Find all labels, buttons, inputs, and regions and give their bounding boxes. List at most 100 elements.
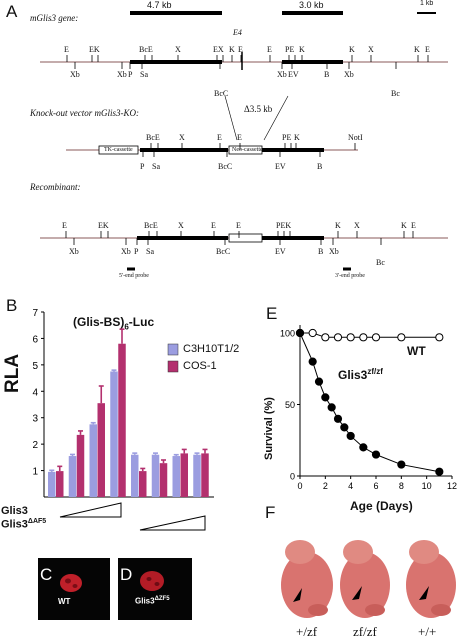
bar bbox=[159, 463, 168, 497]
site-label: E bbox=[267, 45, 272, 54]
mutant-point bbox=[295, 328, 305, 338]
site-label: EX bbox=[213, 45, 224, 54]
site-label: PE bbox=[285, 45, 295, 54]
bar bbox=[76, 434, 85, 497]
exon-e4-label: E4 bbox=[233, 28, 242, 37]
neo-cassette-label: Neo-cassette bbox=[232, 147, 263, 153]
site-label: X bbox=[179, 133, 185, 142]
panel-f-letter: F bbox=[265, 503, 276, 522]
y-tick-label: 4 bbox=[32, 387, 38, 398]
site-label: EV bbox=[288, 70, 299, 79]
dose-triangle-glis3 bbox=[59, 502, 122, 518]
wt-point bbox=[359, 333, 368, 342]
x-tick-label: 6 bbox=[373, 481, 378, 491]
site-label: K bbox=[299, 45, 305, 54]
tk-cassette-box bbox=[98, 145, 139, 155]
mutant-point bbox=[333, 414, 343, 423]
site-label: K bbox=[414, 45, 420, 54]
wt-point bbox=[321, 333, 330, 342]
site-label: EK bbox=[98, 221, 109, 230]
site-label: B bbox=[324, 70, 330, 79]
legend-swatch bbox=[167, 343, 179, 356]
bar bbox=[172, 456, 180, 497]
site-label: B bbox=[317, 162, 323, 171]
recombinant-label: Recombinant: bbox=[30, 182, 81, 192]
site-label: Xb bbox=[277, 70, 287, 79]
site-label: NotI bbox=[348, 133, 363, 142]
mutant-point bbox=[314, 377, 324, 386]
site-label: B bbox=[318, 247, 324, 256]
probe-5-label: 5'-end probe bbox=[119, 273, 149, 279]
site-label: P bbox=[134, 247, 139, 256]
site-label: Xb bbox=[69, 247, 79, 256]
site-label: K bbox=[401, 221, 407, 230]
gene-sites-above bbox=[66, 55, 429, 62]
site-label: Bc bbox=[376, 258, 385, 267]
site-label: E bbox=[411, 221, 416, 230]
pup-wild-type bbox=[406, 540, 456, 618]
legend-label-cos: COS-1 bbox=[183, 360, 217, 372]
neo-cassette-box bbox=[228, 145, 263, 155]
site-label: K bbox=[294, 133, 300, 142]
scale-label-3-0kb: 3.0 kb bbox=[299, 0, 324, 10]
site-label: Bc bbox=[391, 89, 400, 98]
wt-point bbox=[435, 333, 444, 342]
chart-e-xlabel: Age (Days) bbox=[350, 499, 413, 513]
x-tick-label: 4 bbox=[348, 481, 353, 491]
bar bbox=[97, 403, 105, 497]
genotype-label: +/+ bbox=[418, 624, 437, 639]
mutant-point bbox=[371, 450, 381, 459]
y-tick-label: 100 bbox=[280, 329, 295, 339]
site-label: EV bbox=[275, 162, 286, 171]
site-label: X bbox=[178, 221, 184, 230]
x-tick-label: 12 bbox=[447, 481, 457, 491]
pup-heterozygous bbox=[281, 540, 333, 618]
site-label: K bbox=[349, 45, 355, 54]
y-tick-label: 0 bbox=[290, 472, 295, 482]
site-label: X bbox=[368, 45, 374, 54]
mutant-point bbox=[346, 431, 355, 441]
site-label: Xb bbox=[117, 70, 127, 79]
bar bbox=[180, 453, 188, 497]
y-tick-label: 2 bbox=[32, 440, 38, 451]
mutant-point bbox=[321, 393, 330, 402]
arrowhead-icon bbox=[293, 588, 302, 602]
micrograph-daf5-label: Glis3ΔZF5 bbox=[135, 596, 170, 606]
x-tick-label: 8 bbox=[399, 481, 404, 491]
micrograph-daf5 bbox=[118, 558, 192, 620]
arrowhead-icon bbox=[419, 586, 429, 600]
bar bbox=[110, 371, 118, 497]
genotype-label: zf/zf bbox=[353, 624, 377, 639]
site-label: Xb bbox=[70, 70, 80, 79]
panel-a-map bbox=[40, 11, 448, 271]
wt-point bbox=[346, 333, 355, 342]
arrowhead-icon bbox=[352, 586, 362, 600]
site-label: BcC bbox=[218, 162, 233, 171]
gene-sites-below bbox=[74, 62, 397, 69]
x-tick-label: 0 bbox=[297, 481, 302, 491]
probe-3-label: 3'-end probe bbox=[335, 273, 365, 279]
micrograph-wt bbox=[38, 558, 110, 620]
y-tick-label: 5 bbox=[32, 361, 38, 372]
site-label: EV bbox=[275, 247, 286, 256]
site-label: P bbox=[128, 70, 133, 79]
recombinant-sites bbox=[65, 231, 414, 245]
site-label: Sa bbox=[152, 162, 160, 171]
site-label: E bbox=[62, 221, 67, 230]
site-label: X bbox=[354, 221, 360, 230]
panel-a-letter: A bbox=[6, 2, 18, 21]
deletion-label: Δ3.5 kb bbox=[244, 104, 273, 114]
scale-label-1kb: 1 kb bbox=[420, 0, 434, 7]
panel-d-letter: D bbox=[120, 565, 133, 584]
chart-e-wt-label: WT bbox=[407, 344, 426, 358]
site-label: BcC bbox=[216, 247, 231, 256]
bar bbox=[48, 471, 56, 497]
panel-c-letter: C bbox=[40, 565, 53, 584]
wt-point bbox=[397, 333, 406, 342]
row-label-glis3-daf5: Glis3ΔAF5 bbox=[1, 518, 47, 531]
dose-triangle-glis3-daf5 bbox=[139, 515, 206, 531]
site-label: Xb bbox=[329, 247, 339, 256]
